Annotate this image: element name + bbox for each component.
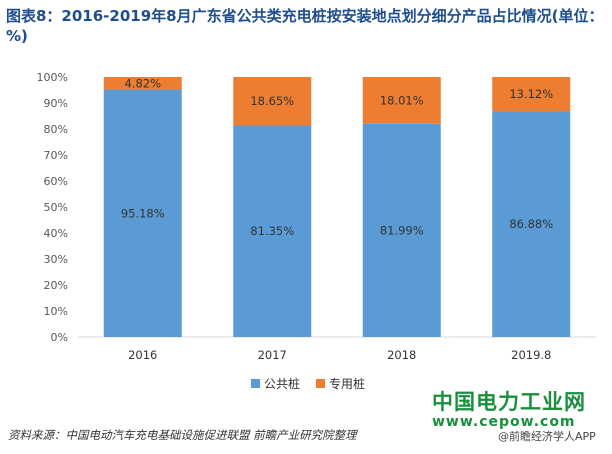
y-tick-label: 100% — [37, 71, 68, 84]
y-tick-label: 70% — [44, 149, 68, 162]
bar-segment — [492, 111, 571, 337]
y-tick-label: 10% — [44, 305, 68, 318]
x-tick-label: 2018 — [387, 348, 416, 362]
x-tick-label: 2017 — [258, 348, 287, 362]
bar-segment — [233, 77, 312, 126]
bar-segment — [362, 77, 441, 124]
data-label: 86.88% — [509, 217, 553, 231]
y-tick-label: 20% — [44, 279, 68, 292]
y-tick-label: 80% — [44, 123, 68, 136]
credit-text: @前瞻经济学人APP — [498, 430, 596, 443]
bar-segment — [233, 125, 312, 338]
data-label: 81.99% — [380, 223, 424, 237]
bar-segment — [362, 123, 441, 338]
brand-name: 中国电力工业网 — [432, 390, 586, 414]
data-label: 13.12% — [509, 87, 553, 101]
legend-swatch — [316, 379, 325, 388]
y-tick-label: 30% — [44, 253, 68, 266]
legend-label: 公共桩 — [264, 376, 300, 391]
x-tick-label: 2019.8 — [511, 348, 551, 362]
y-tick-label: 40% — [44, 227, 68, 240]
data-label: 18.65% — [250, 94, 294, 108]
legend-swatch — [251, 379, 260, 388]
bar-segment — [492, 77, 571, 112]
data-label: 4.82% — [124, 76, 161, 90]
y-tick-label: 50% — [44, 201, 68, 214]
bar-segment — [103, 89, 182, 337]
data-label: 81.35% — [250, 224, 294, 238]
chart-title: 图表8：2016-2019年8月广东省公共类充电桩按安装地点划分细分产品占比情况… — [6, 7, 604, 45]
data-label: 95.18% — [121, 206, 165, 220]
brand-url: www.cepow.com — [432, 414, 576, 430]
y-tick-label: 90% — [44, 97, 68, 110]
x-tick-label: 2016 — [128, 348, 157, 362]
y-tick-label: 60% — [44, 175, 68, 188]
data-label: 18.01% — [380, 93, 424, 107]
bar-segment — [103, 77, 182, 90]
source-note: 资料来源：中国电动汽车充电基础设施促进联盟 前瞻产业研究院整理 — [8, 428, 357, 442]
y-tick-label: 0% — [51, 331, 68, 344]
legend-label: 专用桩 — [329, 376, 365, 391]
